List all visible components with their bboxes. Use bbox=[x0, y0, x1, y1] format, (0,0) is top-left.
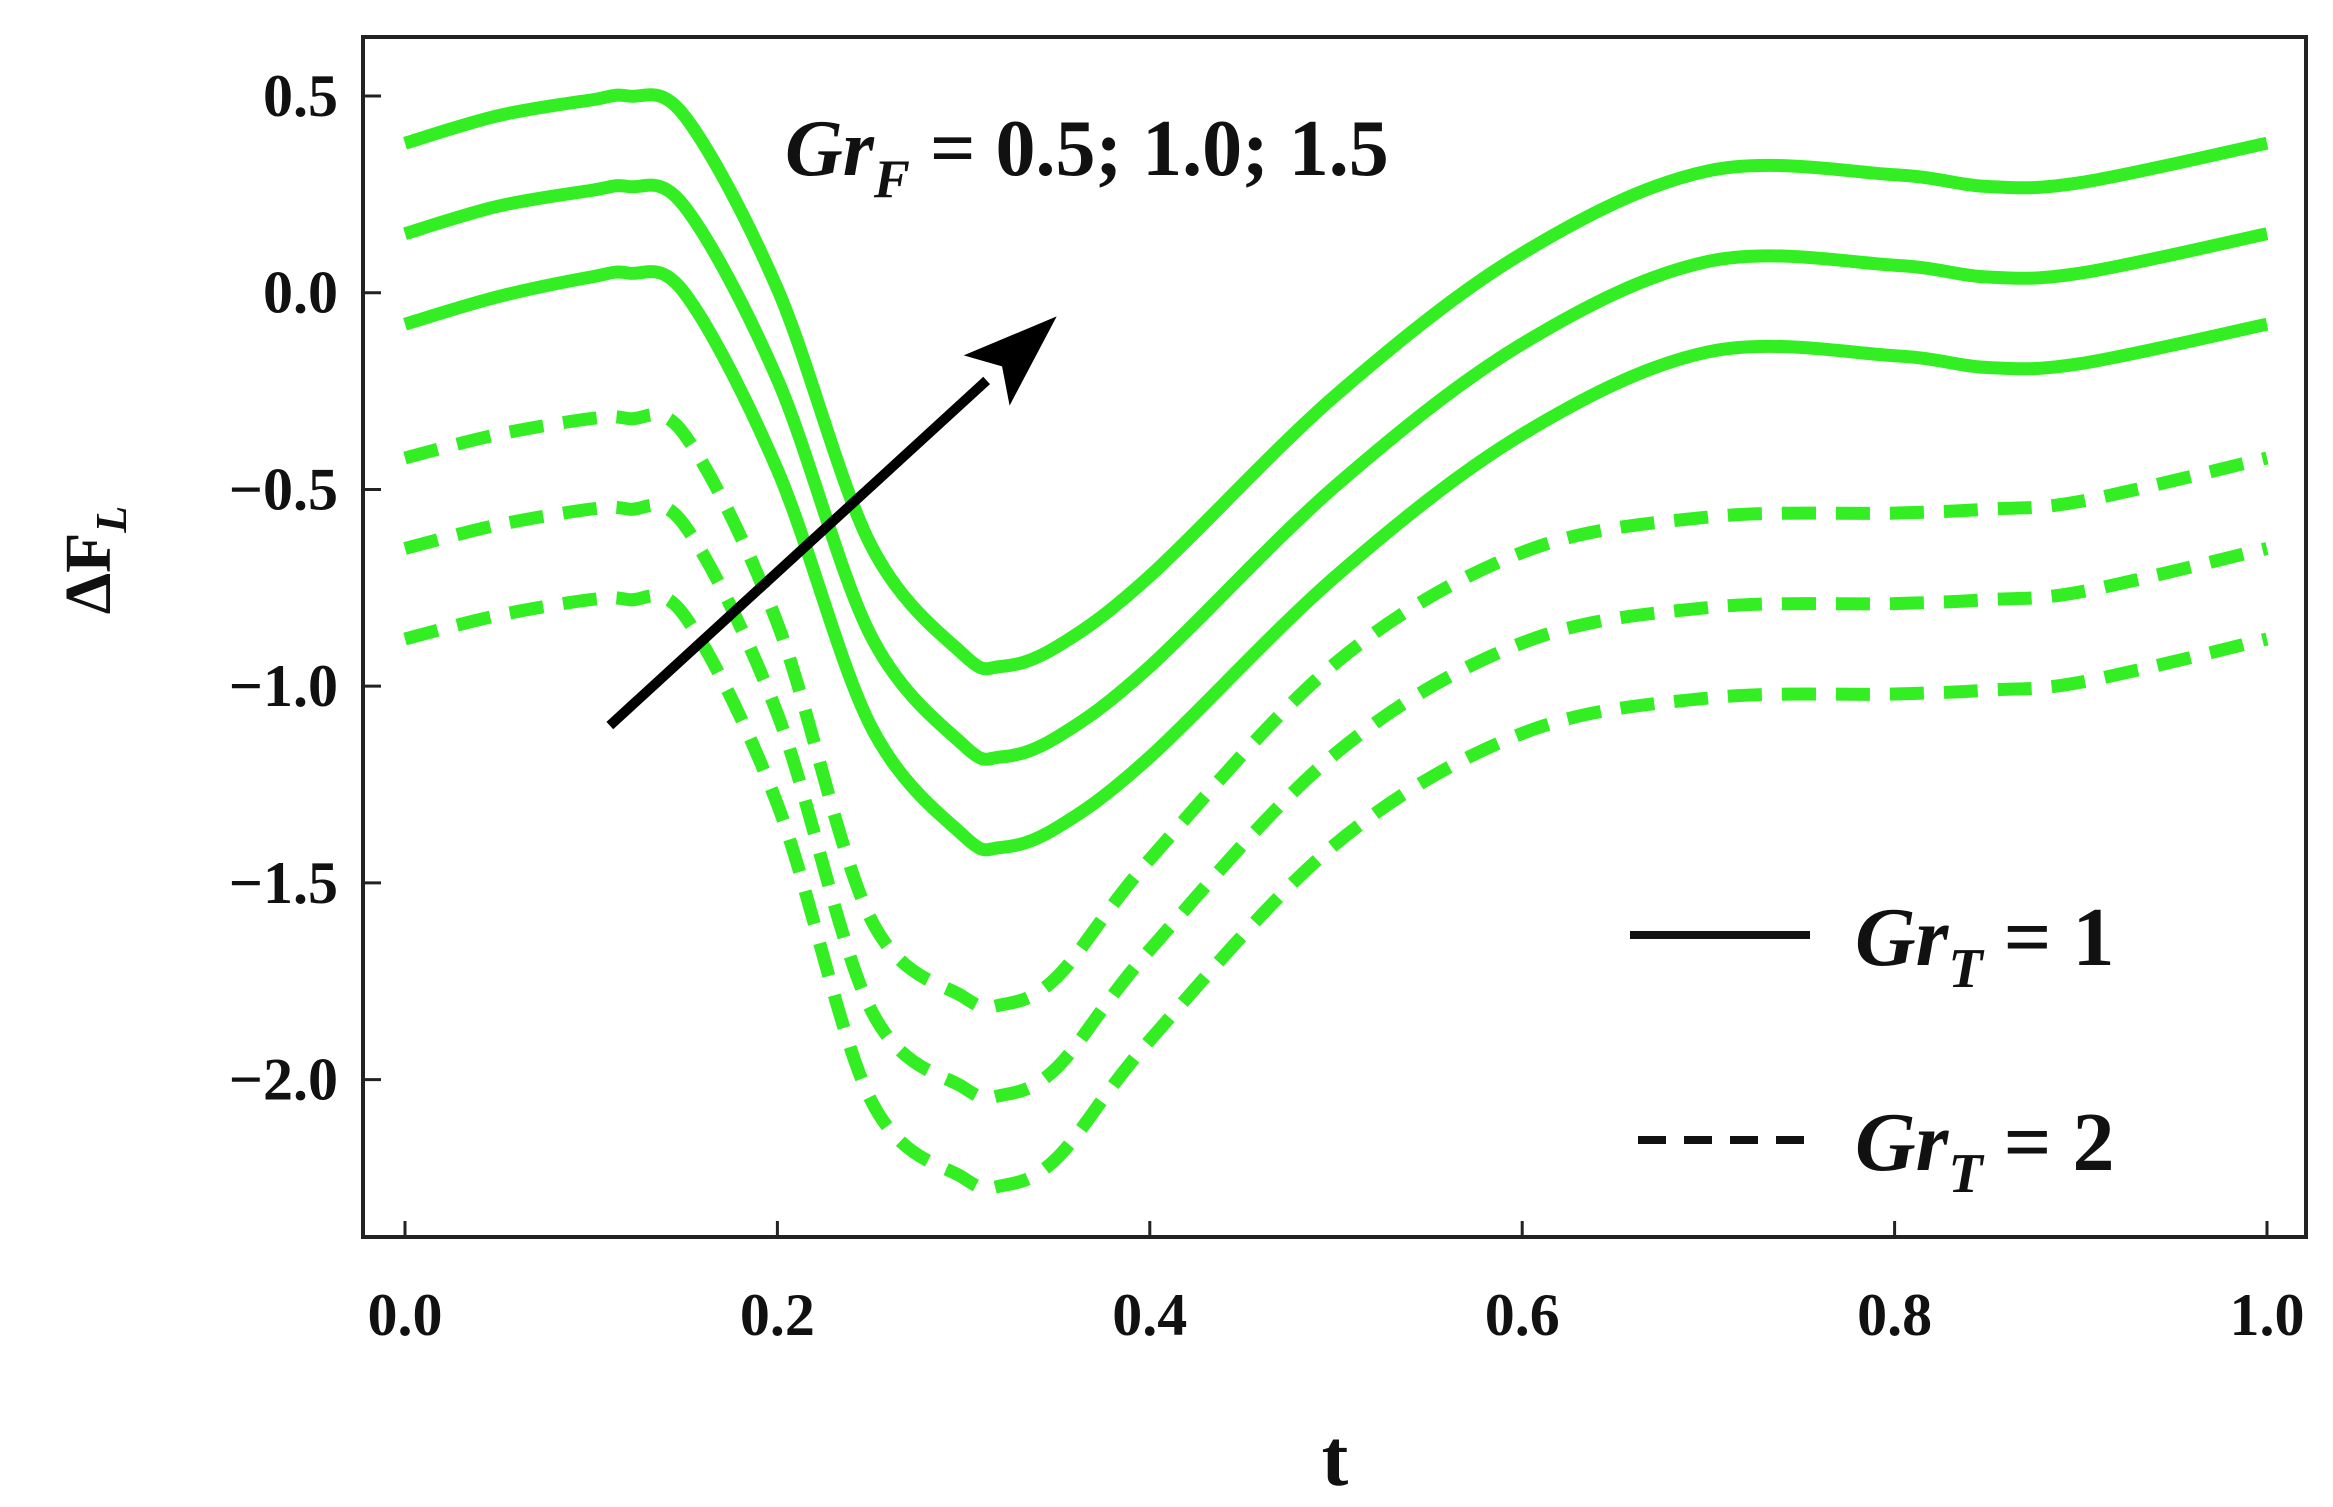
x-axis-title: t bbox=[1322, 1415, 1349, 1503]
arrow-head bbox=[963, 316, 1057, 406]
y-tick-label: −0.5 bbox=[229, 456, 338, 522]
plot-frame bbox=[361, 35, 2308, 1239]
annotation-label: GrF = 0.5; 1.0; 1.5 bbox=[785, 105, 1389, 209]
x-tick-label: 0.6 bbox=[1485, 1282, 1560, 1348]
annotation-arrow bbox=[606, 316, 1057, 730]
legend-label-grt-2: GrT = 2 bbox=[1855, 1096, 2114, 1205]
x-tick-label: 0.0 bbox=[368, 1282, 443, 1348]
legend: GrT = 1 GrT = 2 bbox=[1630, 891, 2114, 1205]
x-tick-label: 0.4 bbox=[1112, 1282, 1187, 1348]
x-tick-label: 0.2 bbox=[740, 1282, 815, 1348]
series-line-3 bbox=[403, 88, 2269, 676]
y-tick-label: 0.0 bbox=[263, 260, 338, 326]
x-tick-label: 0.8 bbox=[1857, 1282, 1932, 1348]
y-axis-title-subscript: L bbox=[87, 506, 136, 534]
y-tick-label: −1.5 bbox=[229, 850, 338, 916]
x-axis-ticks: 0.0 0.2 0.4 0.6 0.8 1.0 bbox=[368, 1221, 2305, 1348]
y-axis-title-main: ΔF bbox=[52, 533, 125, 615]
series-line-2 bbox=[403, 178, 2269, 766]
series-layer bbox=[403, 88, 2269, 1196]
y-tick-label: 0.5 bbox=[263, 63, 338, 129]
y-tick-label: −1.0 bbox=[229, 653, 338, 719]
series-line-4 bbox=[403, 589, 2269, 1196]
y-axis-ticks: 0.5 0.0 −0.5 −1.0 −1.5 −2.0 bbox=[229, 63, 381, 1113]
legend-label-grt-1: GrT = 1 bbox=[1855, 891, 2114, 1000]
series-line-6 bbox=[403, 408, 2269, 1015]
series-line-1 bbox=[403, 265, 2269, 857]
y-tick-label: −2.0 bbox=[229, 1047, 338, 1113]
arrow-shaft bbox=[606, 376, 991, 730]
series-line-5 bbox=[403, 498, 2269, 1105]
x-tick-label: 1.0 bbox=[2230, 1282, 2305, 1348]
y-axis-title: ΔFL bbox=[52, 506, 136, 615]
